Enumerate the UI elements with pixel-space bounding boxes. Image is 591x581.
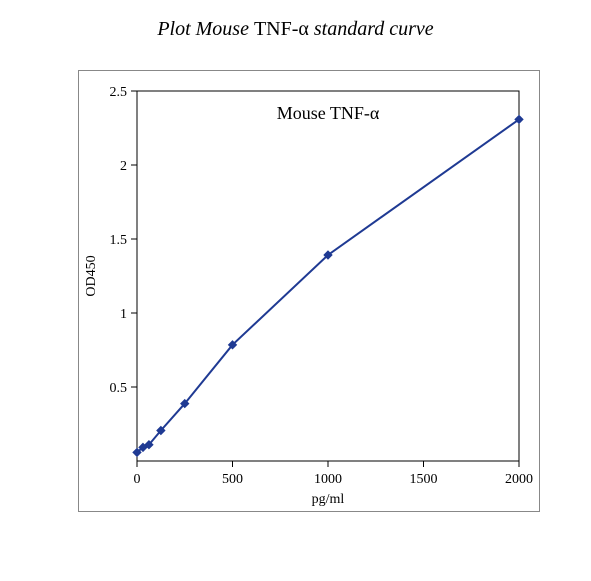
- svg-text:1000: 1000: [314, 472, 342, 487]
- svg-text:1.5: 1.5: [110, 233, 128, 248]
- svg-text:500: 500: [222, 472, 243, 487]
- title-mid: TNF-α: [254, 18, 309, 40]
- svg-text:0.5: 0.5: [110, 381, 128, 396]
- page-title: Plot Mouse TNF-α standard curve: [0, 18, 591, 41]
- chart-box: 0 500 1000 1500 2000 0.5 1 1.5 2 2.5 Mouse TNF-α pg…: [78, 70, 540, 512]
- svg-text:OD450: OD450: [84, 255, 99, 296]
- title-suffix: standard curve: [309, 18, 434, 40]
- svg-text:1500: 1500: [410, 472, 438, 487]
- svg-text:pg/ml: pg/ml: [312, 492, 345, 507]
- svg-text:2000: 2000: [505, 472, 533, 487]
- chart-container: Plot Mouse TNF-α standard curve 0 500 1000…: [0, 0, 591, 581]
- svg-text:1: 1: [120, 307, 127, 322]
- svg-text:2.5: 2.5: [110, 85, 128, 100]
- svg-text:2: 2: [120, 159, 127, 174]
- chart-svg: 0 500 1000 1500 2000 0.5 1 1.5 2 2.5 Mouse TNF-α pg…: [79, 71, 539, 511]
- svg-text:Mouse TNF-α: Mouse TNF-α: [277, 103, 380, 123]
- svg-text:0: 0: [134, 472, 141, 487]
- title-prefix: Plot Mouse: [157, 18, 254, 40]
